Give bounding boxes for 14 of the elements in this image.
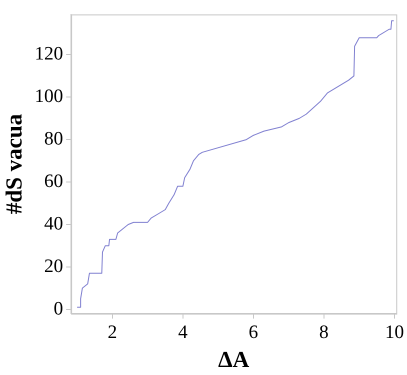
x-axis-title: ΔA (218, 347, 250, 372)
x-tick-label: 2 (108, 322, 118, 343)
x-tick-label: 10 (384, 322, 404, 343)
y-tick-label: 100 (34, 86, 64, 108)
x-tick-label: 6 (248, 322, 258, 343)
x-tick-label: 8 (319, 322, 329, 343)
x-tick-label: 4 (178, 322, 188, 343)
y-tick-label: 0 (54, 298, 64, 320)
y-axis-title: #dS vacua (2, 113, 27, 214)
y-tick-label: 20 (44, 256, 64, 277)
y-tick-label: 120 (34, 44, 64, 65)
y-tick-label: 80 (44, 128, 64, 150)
y-tick-label: 60 (44, 171, 64, 192)
y-tick-label: 40 (44, 213, 64, 234)
